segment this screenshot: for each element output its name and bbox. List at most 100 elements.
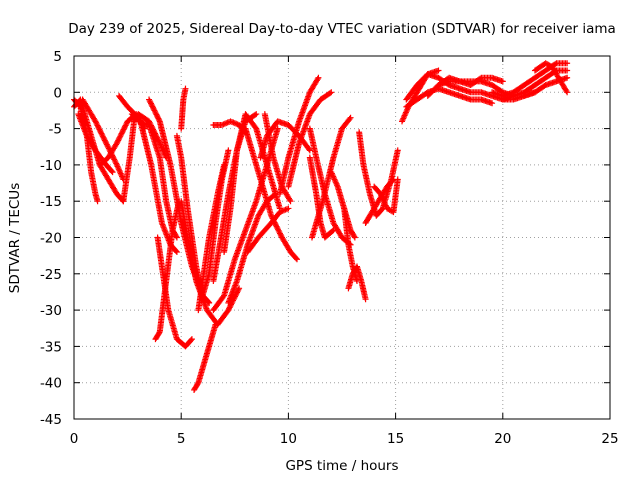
data-point	[117, 131, 124, 138]
data-point	[105, 144, 112, 151]
data-point	[149, 103, 156, 110]
data-point	[212, 321, 219, 328]
series-arc38	[371, 176, 401, 216]
series-arc25	[244, 205, 292, 256]
data-point	[108, 168, 115, 175]
data-point	[115, 136, 122, 143]
series-arc43	[435, 74, 506, 89]
data-point	[394, 176, 401, 183]
data-point	[102, 138, 109, 145]
data-point	[155, 115, 162, 122]
data-point	[100, 134, 107, 141]
series-arc29	[285, 89, 335, 190]
data-point	[489, 100, 496, 107]
data-point	[273, 223, 280, 230]
data-point	[274, 226, 281, 233]
data-point	[477, 75, 484, 82]
y-tick-label: -5	[49, 122, 62, 138]
data-point	[114, 138, 121, 145]
data-point	[154, 114, 161, 121]
data-point	[113, 140, 120, 147]
data-point	[347, 114, 354, 121]
data-point	[435, 67, 442, 74]
x-axis-label: GPS time / hours	[285, 458, 398, 474]
series-arc27	[261, 111, 294, 205]
data-point	[118, 130, 125, 137]
series-arc40	[403, 71, 463, 103]
data-point	[122, 122, 129, 129]
series-arc13	[178, 85, 189, 132]
data-point	[231, 294, 238, 301]
data-point	[293, 256, 300, 263]
data-point	[116, 134, 123, 141]
series-arc32	[308, 114, 354, 241]
data-point	[277, 231, 284, 238]
data-point	[121, 123, 128, 130]
data-point	[119, 129, 126, 136]
y-tick-label: -35	[40, 339, 62, 355]
data-point	[552, 61, 559, 68]
data-point	[150, 106, 157, 113]
data-point	[99, 131, 106, 138]
y-tick-label: -45	[40, 412, 62, 428]
series-arc28	[276, 74, 322, 197]
data-point	[98, 130, 105, 137]
x-tick-label: 20	[494, 431, 511, 447]
data-point	[95, 123, 102, 130]
data-point	[156, 116, 163, 123]
data-point	[101, 136, 108, 143]
data-point	[154, 136, 161, 143]
data-point	[117, 133, 124, 140]
data-point	[351, 234, 358, 241]
series-arc24	[242, 125, 300, 263]
x-tick-label: 10	[280, 431, 297, 447]
data-point	[123, 121, 130, 128]
data-point	[94, 122, 101, 129]
data-point	[93, 119, 100, 126]
y-tick-label: -10	[40, 158, 62, 174]
data-point	[225, 147, 232, 154]
data-point	[97, 127, 104, 134]
data-point	[271, 191, 278, 198]
axis-ticks: 0 5 10 15 20 25 5 0 -5 -10 -15 -20 -25 -30 -35 -40 -45	[40, 49, 619, 447]
data-point	[104, 142, 111, 149]
y-tick-label: -25	[40, 267, 62, 283]
data-point	[156, 330, 163, 337]
data-point	[148, 100, 155, 107]
y-tick-label: 0	[53, 85, 62, 101]
x-tick-label: 0	[70, 431, 79, 447]
data-point	[274, 125, 281, 132]
data-point	[230, 296, 237, 303]
data-point	[188, 336, 195, 343]
data-point	[115, 137, 122, 144]
data-point	[276, 229, 283, 236]
data-point	[305, 146, 312, 153]
y-tick-label: -15	[40, 194, 62, 210]
data-point	[227, 303, 234, 310]
data-point	[330, 227, 337, 234]
data-point	[146, 97, 153, 104]
series-arc18	[199, 147, 232, 299]
data-point	[328, 89, 335, 96]
data-point	[327, 90, 334, 97]
data-point	[351, 233, 358, 240]
data-point	[220, 293, 227, 300]
data-point	[225, 307, 232, 314]
data-point	[287, 198, 294, 205]
data-point	[150, 104, 157, 111]
data-point	[272, 222, 279, 229]
data-point	[173, 234, 180, 241]
series-arc8	[128, 111, 180, 256]
data-point	[109, 169, 116, 176]
series-arc15	[178, 198, 243, 328]
x-tick-label: 15	[387, 431, 404, 447]
data-point	[226, 305, 233, 312]
series-arc35	[345, 263, 369, 303]
data-point	[188, 337, 195, 344]
data-point	[147, 99, 154, 106]
data-point	[286, 196, 293, 203]
data-point	[120, 126, 127, 133]
series-arc16	[191, 321, 219, 393]
x-tick-label: 25	[601, 431, 618, 447]
